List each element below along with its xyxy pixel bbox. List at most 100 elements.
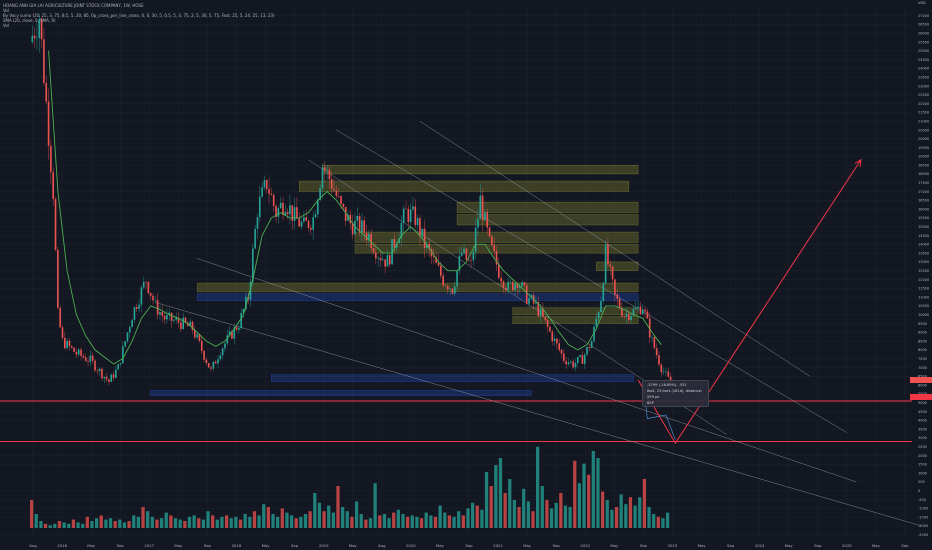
candle-body [38, 18, 41, 38]
trend-line [419, 120, 811, 377]
volume-bar [633, 505, 637, 528]
candle-body [314, 214, 317, 218]
volume-bar [289, 515, 294, 528]
legend-symbol[interactable]: HOANG ANH GIA LAI AGRICULTURE JOINT STOC… [3, 3, 144, 8]
candle-body [238, 328, 240, 330]
candle-body [628, 313, 630, 320]
volume-bar [164, 512, 168, 528]
candle-body [258, 196, 261, 218]
volume-bar [248, 516, 252, 528]
candle-body [382, 259, 384, 261]
candle-body [282, 202, 284, 215]
candle-body [648, 318, 651, 338]
candle-body [523, 282, 526, 286]
volume-bar [489, 486, 493, 528]
price-tick-label: 23000 [918, 84, 929, 88]
candle-body [138, 304, 140, 309]
legend-indicator[interactable]: By Vacy cumo (20, 25, 3, 75, 8.5, 5, 20,… [3, 13, 275, 18]
volume-bar [382, 514, 387, 528]
candle-body [621, 308, 623, 317]
candle-body [240, 312, 243, 329]
candle-body [521, 282, 523, 287]
candle-body [347, 214, 349, 221]
candle-body [279, 202, 282, 209]
volume-bar [531, 511, 535, 528]
candle-body [511, 281, 514, 291]
candle-body [588, 347, 591, 348]
candle-body [600, 300, 602, 313]
volume-bar [600, 491, 605, 528]
candle-body [265, 179, 268, 190]
price-tick-label: 19000 [918, 155, 929, 159]
candle-body [303, 217, 305, 222]
candle-body [61, 327, 64, 338]
volume-bar [132, 515, 136, 528]
candle-body [249, 281, 252, 300]
price-axis[interactable]: 2700026500260002550025000245002400023500… [918, 1, 929, 537]
time-tick-label: Sep [727, 543, 735, 548]
volume-bar [136, 516, 141, 528]
candle-body [472, 251, 475, 261]
volume-bar [252, 511, 257, 528]
candle-body [191, 321, 194, 331]
candle-body [31, 35, 34, 42]
candle-body [641, 309, 644, 315]
volume-bar [150, 516, 154, 528]
volume-bar [415, 516, 419, 528]
candle-body [637, 306, 639, 308]
candle-body [477, 218, 479, 228]
candle-body [618, 298, 621, 309]
volume-bar [67, 523, 71, 528]
candle-body [75, 351, 78, 355]
volume-bar [396, 509, 400, 528]
volume-bar [424, 512, 428, 528]
volume-bar [508, 479, 512, 528]
candle-body [340, 196, 342, 205]
candle-body [319, 188, 321, 201]
volume-bar [238, 519, 243, 528]
candle-body [586, 347, 588, 355]
volume-bar [215, 519, 219, 528]
price-tick-label: 20500 [918, 128, 929, 132]
volume-bar [285, 512, 289, 528]
volume-bar [336, 486, 340, 528]
candle-body [235, 327, 238, 330]
candle-body [646, 311, 649, 319]
price-tick-label: 26500 [918, 23, 929, 27]
volume-bar [76, 522, 80, 528]
volume-bar [187, 516, 192, 528]
candle-body [658, 355, 660, 365]
candle-body [82, 355, 85, 358]
candle-body [344, 206, 347, 221]
time-tick-label: 2025 [842, 543, 852, 548]
candle-body [57, 249, 59, 308]
volume-bar [53, 523, 57, 528]
volume-bar [429, 515, 433, 528]
candle-body [149, 292, 152, 296]
candle-body [317, 200, 319, 215]
candle-body [298, 218, 301, 227]
price-tick-label: 26000 [918, 31, 929, 35]
volume-bar [220, 516, 224, 528]
candle-body [542, 308, 544, 317]
candle-body [261, 187, 263, 197]
zone-rect [512, 307, 639, 315]
legend-sma[interactable]: SMA (20, close, 0, SMA, 9) [3, 18, 56, 23]
volume-bar [197, 518, 201, 528]
candle-body [370, 233, 372, 249]
candle-body [168, 312, 171, 315]
volume-bar [90, 521, 94, 528]
time-tick-label: May [87, 543, 96, 548]
volume-bar [266, 507, 270, 528]
zone-rect [299, 180, 630, 192]
time-axis[interactable]: Aug 2016 May Sep 2017 May Sep 2018 May Sep 2019 May… [29, 543, 909, 548]
zone-rect [512, 316, 639, 324]
candle-body [45, 83, 48, 102]
zone-rect [196, 282, 639, 293]
candle-body [84, 357, 87, 361]
volume-bar [661, 518, 665, 528]
candle-body [152, 295, 154, 301]
candle-body [122, 346, 124, 364]
candle-body [198, 334, 201, 341]
